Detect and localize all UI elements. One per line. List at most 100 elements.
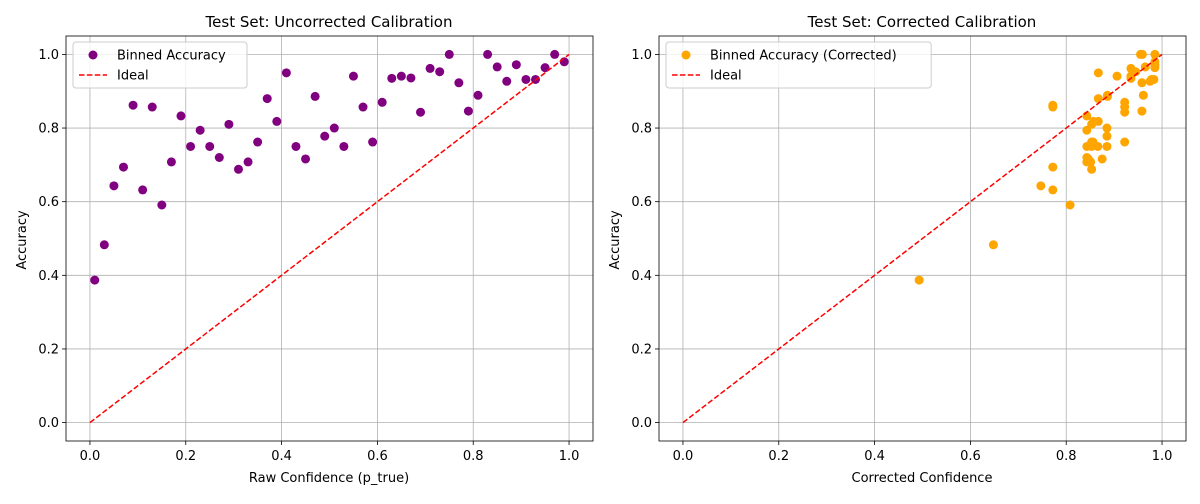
data-point — [243, 157, 253, 167]
data-point — [444, 49, 454, 59]
data-point — [348, 71, 358, 81]
y-tick-label: 0.2 — [631, 342, 652, 357]
data-point — [99, 240, 109, 250]
legend: Binned Accuracy Ideal — [72, 41, 248, 89]
data-point — [1149, 74, 1159, 84]
data-point — [435, 67, 445, 77]
data-point — [128, 100, 138, 110]
data-point — [1150, 49, 1160, 59]
plot-area — [659, 36, 1186, 441]
data-point — [1036, 181, 1046, 191]
x-tick-label: 0.8 — [463, 449, 484, 464]
data-point — [1138, 90, 1148, 100]
data-point — [1093, 94, 1103, 104]
x-axis-label: Corrected Confidence — [852, 471, 993, 486]
data-point — [339, 141, 349, 151]
data-point — [1093, 141, 1103, 151]
data-point — [253, 137, 263, 147]
data-point — [1112, 71, 1122, 81]
data-point — [1048, 185, 1058, 195]
plot-frame — [658, 35, 1187, 442]
x-tick-label: 1.0 — [1152, 449, 1173, 464]
y-tick-label: 0.6 — [631, 195, 652, 210]
x-tick-label: 0.0 — [673, 449, 694, 464]
data-point — [511, 60, 521, 70]
x-tick-label: 0.2 — [175, 449, 196, 464]
data-point — [138, 185, 148, 195]
data-point — [186, 141, 196, 151]
data-point — [195, 125, 205, 135]
data-point — [262, 94, 272, 104]
series-points — [90, 49, 569, 285]
legend-point-marker — [681, 50, 691, 60]
y-tick-label: 0.8 — [38, 122, 59, 137]
data-point — [329, 123, 339, 133]
legend-box — [665, 41, 932, 89]
data-point — [358, 102, 368, 112]
y-tick-label: 0.0 — [38, 416, 59, 431]
data-point — [310, 91, 320, 101]
y-tick-label: 0.0 — [631, 416, 652, 431]
data-point — [176, 111, 186, 121]
data-point — [301, 154, 311, 164]
legend-point-marker — [88, 50, 98, 60]
plot-frame — [65, 35, 594, 442]
data-point — [166, 157, 176, 167]
y-axis-label: Accuracy — [15, 210, 30, 270]
x-tick-label: 0.6 — [960, 449, 981, 464]
x-tick-label: 0.0 — [80, 449, 101, 464]
y-tick-label: 0.4 — [38, 269, 59, 284]
x-tick-label: 0.4 — [271, 449, 292, 464]
data-point — [1120, 107, 1130, 117]
legend-label: Binned Accuracy — [117, 49, 226, 64]
data-point — [473, 90, 483, 100]
data-point — [914, 275, 924, 285]
data-point — [118, 162, 128, 172]
data-point — [1048, 162, 1058, 172]
data-point — [157, 200, 167, 210]
data-point — [988, 240, 998, 250]
data-point — [416, 107, 426, 117]
legend-box — [72, 41, 248, 89]
data-point — [1102, 141, 1112, 151]
data-point — [109, 181, 119, 191]
x-tick-label: 1.0 — [559, 449, 580, 464]
data-point — [483, 49, 493, 59]
legend: Binned Accuracy (Corrected) Ideal — [665, 41, 932, 89]
data-point — [1102, 131, 1112, 141]
chart-corrected-panel: Test Set: Corrected Calibration Correcte… — [608, 13, 1187, 486]
data-point — [1120, 97, 1130, 107]
x-tick-label: 0.8 — [1056, 449, 1077, 464]
y-tick-label: 0.8 — [631, 122, 652, 137]
data-point — [1102, 123, 1112, 133]
data-point — [214, 153, 224, 162]
data-point — [550, 49, 560, 59]
data-point — [147, 102, 157, 112]
data-point — [90, 275, 100, 285]
y-tick-label: 1.0 — [631, 48, 652, 63]
data-point — [1048, 100, 1058, 110]
y-axis-label: Accuracy — [608, 210, 623, 270]
data-point — [1093, 68, 1103, 78]
plot-area — [66, 36, 593, 441]
data-point — [1137, 78, 1147, 88]
data-point — [320, 131, 330, 141]
data-point — [272, 116, 282, 126]
data-point — [1097, 154, 1107, 164]
x-tick-label: 0.2 — [768, 449, 789, 464]
data-point — [1131, 67, 1141, 77]
data-point — [377, 97, 387, 107]
data-point — [281, 68, 291, 78]
data-point — [396, 71, 406, 81]
data-point — [1086, 157, 1096, 167]
data-point — [454, 78, 464, 88]
y-tick-label: 0.4 — [631, 269, 652, 284]
x-tick-label: 0.4 — [864, 449, 885, 464]
data-point — [1137, 49, 1147, 59]
x-tick-label: 0.6 — [367, 449, 388, 464]
data-point — [406, 73, 416, 83]
data-point — [1120, 137, 1130, 147]
data-point — [1137, 106, 1147, 116]
data-point — [1093, 116, 1103, 126]
y-tick-label: 1.0 — [38, 48, 59, 63]
